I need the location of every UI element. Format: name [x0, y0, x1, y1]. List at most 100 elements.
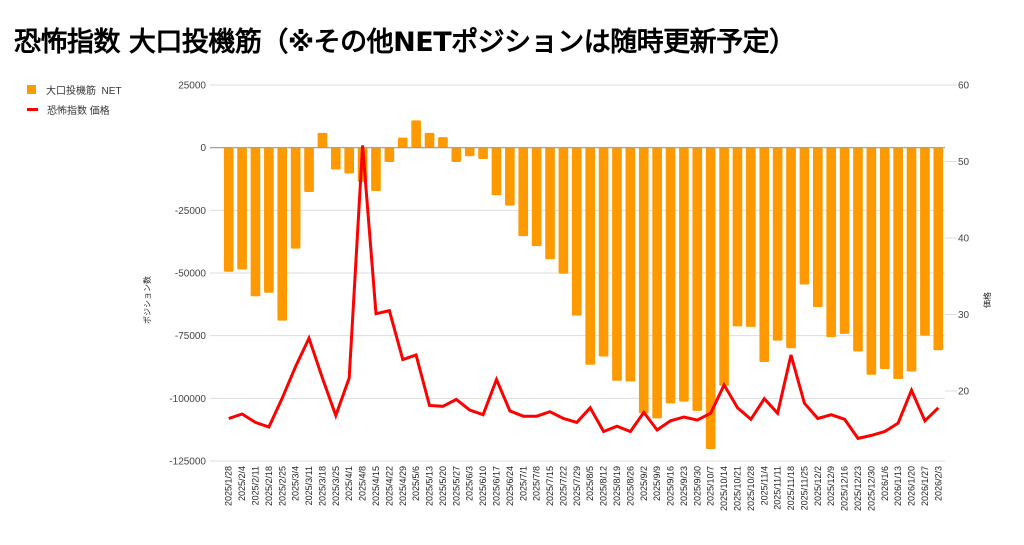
x-tick-label: 2025/6/3: [465, 466, 475, 501]
y-axis-right-title: 価格: [982, 292, 992, 308]
x-tick-label: 2025/7/1: [518, 466, 528, 501]
bar: [531, 147, 542, 247]
bar: [264, 147, 274, 293]
y-left-tick-label: 0: [200, 143, 206, 154]
legend: 大口投機筋 NET 恐怖指数 価格: [27, 79, 122, 119]
bar: [545, 147, 555, 260]
bar: [799, 147, 810, 285]
x-tick-label: 2025/12/9: [826, 466, 836, 506]
x-tick-label: 2026/2/3: [933, 466, 943, 501]
y-left-tick-label: -50000: [175, 269, 207, 280]
x-tick-label: 2025/12/16: [840, 466, 850, 511]
bar: [826, 147, 837, 338]
x-tick-label: 2025/10/14: [719, 466, 729, 511]
bar: [330, 147, 341, 170]
bar: [277, 147, 288, 321]
bar: [746, 147, 756, 327]
x-tick-label: 2025/5/13: [425, 466, 435, 506]
bar: [920, 147, 930, 336]
x-tick-label: 2025/9/9: [652, 466, 662, 501]
bar: [719, 147, 729, 386]
bar: [464, 147, 475, 157]
x-tick-label: 2025/9/16: [666, 466, 676, 506]
bar: [304, 147, 314, 193]
legend-label-price: 恐怖指数 価格: [47, 105, 110, 117]
bar: [585, 147, 596, 365]
x-tick-label: 2025/6/10: [478, 466, 488, 506]
bar: [625, 147, 636, 382]
bar: [478, 147, 488, 159]
x-tick-label: 2026/1/20: [907, 466, 917, 506]
x-tick-label: 2025/9/23: [679, 466, 689, 506]
x-tick-label: 2025/7/22: [558, 466, 568, 506]
y-left-tick-label: -100000: [169, 394, 206, 405]
bar: [558, 147, 569, 274]
bar: [571, 147, 582, 316]
legend-item-net: 大口投機筋 NET: [27, 79, 122, 99]
legend-label-net: 大口投機筋 NET: [46, 85, 122, 97]
x-tick-label: 2026/1/27: [920, 466, 930, 506]
x-tick-label: 2025/12/2: [813, 466, 823, 506]
bar: [732, 147, 743, 327]
bar: [344, 147, 355, 174]
bar: [451, 147, 462, 162]
x-tick-label: 2025/5/20: [438, 466, 448, 506]
x-tick-label: 2026/1/6: [880, 466, 890, 501]
y-axis-left-title: ポジション数: [142, 276, 152, 324]
x-tick-label: 2025/4/15: [371, 466, 381, 506]
vix-price-line: [228, 145, 940, 441]
x-tick-label: 2025/2/4: [237, 466, 247, 501]
x-tick-label: 2025/8/12: [599, 466, 609, 506]
x-tick-label: 2025/4/8: [358, 466, 368, 501]
bar: [879, 147, 890, 370]
bar: [384, 147, 395, 162]
y-right-tick-label: 60: [958, 81, 970, 92]
x-tick-label: 2025/3/25: [331, 466, 341, 506]
x-tick-label: 2025/9/2: [639, 466, 649, 501]
y-left-tick-label: 25000: [178, 81, 206, 92]
x-tick-label: 2025/7/15: [545, 466, 555, 506]
bar: [491, 147, 502, 196]
x-tick-label: 2025/5/6: [411, 466, 421, 501]
legend-item-price: 恐怖指数 価格: [27, 99, 122, 119]
bar: [505, 147, 515, 206]
bar: [705, 147, 716, 449]
bar: [397, 137, 408, 148]
line-series: [228, 145, 940, 441]
x-tick-label: 2025/11/18: [786, 466, 796, 510]
bar: [692, 147, 703, 411]
bar: [786, 147, 796, 349]
legend-bar-swatch-icon: [27, 84, 36, 94]
bar: [772, 147, 783, 341]
bar: [223, 147, 234, 272]
bar-series: [223, 120, 944, 449]
bar: [679, 147, 689, 402]
x-tick-label: 2025/2/11: [250, 466, 260, 505]
x-tick-label: 2025/8/19: [612, 466, 622, 506]
bar: [518, 147, 529, 237]
bar: [759, 147, 770, 362]
x-tick-label: 2025/4/22: [384, 466, 394, 506]
bar: [853, 147, 863, 352]
x-tick-label: 2025/4/1: [344, 466, 354, 501]
x-tick-label: 2025/11/4: [759, 466, 769, 505]
bar: [906, 147, 917, 372]
bar: [812, 147, 823, 308]
legend-line-swatch-icon: [27, 107, 38, 111]
x-tick-label: 2025/2/18: [264, 466, 274, 506]
bar: [866, 147, 877, 375]
bar: [290, 147, 301, 249]
x-tick-label: 2025/5/27: [451, 466, 461, 506]
x-tick-label: 2025/2/25: [277, 466, 287, 506]
x-tick-label: 2025/4/29: [398, 466, 408, 506]
y-right-tick-label: 40: [958, 234, 970, 245]
chart-title: 恐怖指数 大口投機筋（※その他NETポジションは随時更新予定）: [14, 27, 796, 58]
y-axis-right: 60 50 40 30 20: [945, 81, 970, 398]
bar: [933, 147, 944, 351]
x-tick-label: 2026/1/13: [893, 466, 903, 506]
x-tick-label: 2025/3/11: [304, 466, 314, 505]
x-tick-label: 2025/1/28: [224, 466, 234, 506]
y-axis-left: 25000 0 -25000 -50000 -75000 -100000 -125000: [169, 81, 206, 468]
bar: [665, 147, 676, 404]
